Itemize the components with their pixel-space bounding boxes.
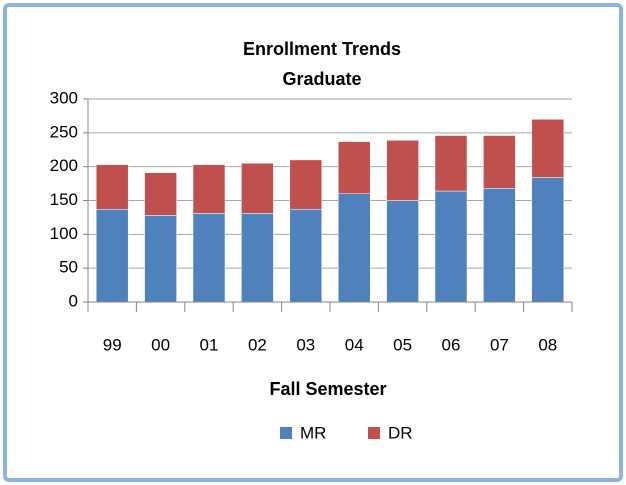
bar-segment — [241, 163, 274, 214]
x-tick-label: 03 — [296, 335, 315, 354]
x-tick-label: 01 — [200, 335, 219, 354]
bar-segment — [144, 215, 177, 303]
x-tick-label: 99 — [103, 335, 122, 354]
chart-subtitle: Graduate — [282, 69, 361, 89]
legend-label: DR — [388, 423, 413, 442]
bar-segment — [337, 141, 371, 194]
bar-segment — [95, 164, 129, 210]
y-tick-label: 250 — [50, 122, 78, 141]
bar-segment — [95, 209, 129, 303]
y-tick-label: 50 — [59, 258, 78, 277]
bar-segment — [241, 213, 274, 303]
bar-segment — [531, 119, 565, 178]
bar-segment — [192, 164, 226, 214]
x-tick-label: 06 — [442, 335, 461, 354]
y-tick-label: 150 — [50, 190, 78, 209]
bar-segment — [337, 193, 371, 303]
y-tick-label: 0 — [69, 291, 78, 310]
bar-segment — [144, 172, 177, 216]
x-tick-label: 08 — [538, 335, 557, 354]
y-tick-label: 300 — [50, 88, 78, 107]
bar-segment — [483, 188, 516, 303]
x-tick-label: 04 — [345, 335, 364, 354]
x-tick-label: 00 — [151, 335, 170, 354]
chart-title: Enrollment Trends — [243, 39, 401, 59]
legend-label: MR — [300, 423, 326, 442]
y-tick-label: 100 — [50, 224, 78, 243]
x-tick-label: 05 — [393, 335, 412, 354]
bar-segment — [434, 135, 468, 192]
x-axis-title: Fall Semester — [269, 379, 386, 399]
x-tick-label: 07 — [490, 335, 509, 354]
bar-segment — [386, 200, 419, 303]
legend-swatch — [280, 427, 292, 439]
bar-segment — [483, 135, 516, 189]
bar-segment — [192, 213, 226, 303]
legend-swatch — [368, 427, 380, 439]
y-tick-label: 200 — [50, 156, 78, 175]
bar-segment — [434, 190, 468, 303]
x-tick-label: 02 — [248, 335, 267, 354]
bar-segment — [289, 159, 323, 210]
bar-segment — [289, 209, 323, 303]
bar-segment — [531, 177, 565, 303]
bar-segment — [386, 140, 419, 201]
